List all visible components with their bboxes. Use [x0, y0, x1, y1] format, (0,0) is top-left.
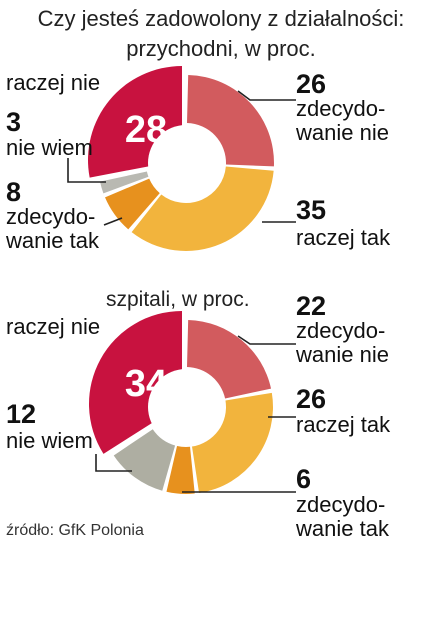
chart-title: Czy jesteś zadowolony z działalności: pr… — [0, 4, 442, 64]
c1-slice-zdecydowanie-nie — [186, 75, 275, 167]
c2-value-nie-wiem: 12 — [6, 399, 37, 429]
c1-slice-zdecydowanie-tak — [105, 178, 160, 230]
c2-slice-raczej-tak — [192, 392, 274, 494]
c1-value-zdec-nie: 26 — [296, 69, 327, 99]
c1-leader-nie-wiem — [67, 158, 106, 183]
c2-slice-zdecydowanie-tak — [166, 445, 195, 494]
c1-label-raczej-nie: raczej nie — [6, 70, 101, 95]
c1-leader-zdec-nie — [237, 90, 296, 101]
c1-donut-hole — [148, 125, 224, 201]
c1-label-zdec-tak-1: zdecydo- — [6, 204, 96, 229]
c1-label-zdec-nie-2: wanie nie — [296, 120, 389, 145]
c2-label-nie-wiem: nie wiem — [6, 428, 93, 453]
c1-value-nie-wiem: 3 — [6, 107, 22, 137]
c1-slice-nie-wiem — [99, 171, 149, 194]
c1-value-zdec-tak: 8 — [6, 177, 22, 207]
c2-label-zdec-nie-1: zdecydo- — [296, 318, 386, 343]
c1-label-raczej-tak: raczej tak — [296, 225, 391, 250]
c1-leader-zdec-tak — [103, 217, 123, 226]
title-line-1: Czy jesteś zadowolony z działalności: — [37, 6, 405, 31]
c2-label-raczej-tak: raczej tak — [296, 412, 391, 437]
c2-label-raczej-nie: raczej nie — [6, 314, 101, 339]
chart2-subtitle: szpitali, w proc. — [106, 288, 250, 311]
c2-donut-hole — [148, 369, 224, 445]
c2-slice-zdecydowanie-nie — [186, 320, 272, 399]
c2-label-zdec-tak-1: zdecydo- — [296, 492, 386, 517]
c2-label-zdec-tak-2: wanie tak — [296, 516, 389, 541]
c1-label-nie-wiem: nie wiem — [6, 135, 93, 160]
c2-value-zdec-tak: 6 — [296, 464, 312, 494]
c2-slice-nie-wiem — [113, 429, 176, 491]
c1-slice-raczej-tak — [131, 166, 274, 252]
c1-value-raczej-tak: 35 — [296, 195, 327, 225]
c2-label-zdec-nie-2: wanie nie — [296, 342, 389, 367]
c2-leader-nie-wiem — [95, 454, 132, 472]
c2-value-raczej-nie: 34 — [124, 363, 168, 405]
c1-label-zdec-tak-2: wanie tak — [6, 228, 99, 253]
c1-label-zdec-nie-1: zdecydo- — [296, 96, 386, 121]
source-note: źródło: GfK Polonia — [6, 522, 144, 539]
c1-value-raczej-nie: 28 — [124, 109, 168, 151]
c2-leader-zdec-nie — [237, 335, 296, 345]
title-line-2: przychodni, w proc. — [126, 36, 316, 61]
c2-value-raczej-tak: 26 — [296, 384, 327, 414]
c2-value-zdec-nie: 22 — [296, 291, 327, 321]
